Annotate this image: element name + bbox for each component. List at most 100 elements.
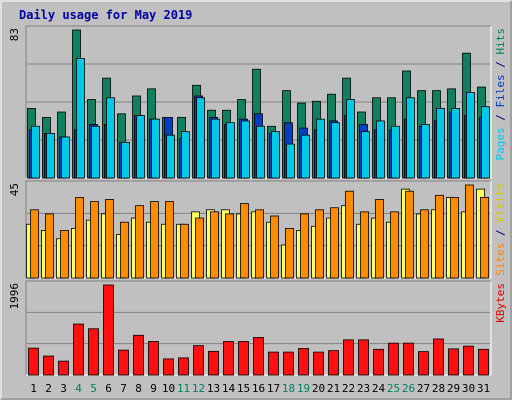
x-tick-label: 29	[447, 382, 460, 395]
bar-hits-pages	[376, 120, 385, 179]
bar-hits-pages	[271, 131, 280, 179]
bar-hits-pages	[466, 92, 475, 179]
legend-hits: Pages / Files / Hits	[494, 28, 507, 161]
legend-item: KBytes	[494, 283, 507, 323]
bar-hits-pages	[421, 124, 430, 179]
bar-visits-sites	[270, 215, 279, 279]
bar-visits-sites	[345, 190, 354, 279]
bar-hits-pages	[61, 136, 70, 179]
x-tick-label: 16	[252, 382, 265, 395]
bar-hits-pages	[226, 122, 235, 179]
x-tick-label: 27	[417, 382, 430, 395]
bar-visits-sites	[330, 207, 339, 279]
x-tick-label: 19	[297, 382, 310, 395]
bar-visits-sites	[45, 213, 54, 279]
x-tick-label: 1	[30, 382, 37, 395]
x-tick-label: 20	[312, 382, 325, 395]
x-tick-label: 11	[177, 382, 190, 395]
bar-hits-pages	[91, 125, 100, 179]
x-tick-label: 26	[402, 382, 415, 395]
bar-kbytes-kbytes	[418, 351, 429, 376]
bar-hits-pages	[166, 134, 175, 179]
plot-bevel-dark	[25, 25, 491, 178]
bar-kbytes-kbytes	[463, 345, 474, 376]
x-tick-label: 14	[222, 382, 236, 395]
bar-hits-pages	[256, 125, 265, 179]
bar-hits-pages	[211, 118, 220, 179]
x-tick-label: 21	[327, 382, 340, 395]
x-tick-label: 12	[192, 382, 205, 395]
bar-visits-sites	[420, 209, 429, 279]
bar-kbytes-kbytes	[433, 338, 444, 376]
panel-visits: 45 Sites / Visits	[8, 180, 507, 279]
bar-kbytes-kbytes	[253, 337, 264, 376]
bar-kbytes-kbytes	[268, 351, 279, 376]
bar-kbytes-kbytes	[283, 351, 294, 376]
bar-hits-pages	[451, 108, 460, 179]
plot-bevel-dark	[25, 280, 491, 375]
bar-hits-pages	[196, 97, 205, 179]
bar-visits-sites	[480, 196, 489, 279]
bar-visits-sites	[105, 199, 114, 279]
bar-hits-pages	[181, 131, 190, 179]
bar-visits-sites	[405, 190, 414, 279]
bar-kbytes-kbytes	[328, 350, 339, 376]
x-tick-label: 17	[267, 382, 280, 395]
bar-kbytes-kbytes	[448, 348, 459, 376]
legend-item: /	[494, 108, 507, 128]
bar-visits-sites	[135, 205, 144, 279]
bar-visits-sites	[375, 199, 384, 279]
x-tick-label: 2	[45, 382, 52, 395]
x-tick-label: 31	[477, 382, 490, 395]
bar-kbytes-kbytes	[313, 351, 324, 376]
legend-visits: Sites / Visits	[494, 183, 507, 276]
legend-item: Hits	[494, 28, 507, 55]
bar-hits-pages	[316, 118, 325, 179]
x-tick-label: 24	[372, 382, 386, 395]
plot-bevel-dark	[25, 180, 491, 278]
bar-kbytes-kbytes	[58, 360, 69, 376]
bar-kbytes-kbytes	[88, 328, 99, 376]
legend-item: Sites	[494, 243, 507, 276]
bar-hits-pages	[31, 125, 40, 179]
bar-visits-sites	[255, 209, 264, 279]
bar-kbytes-kbytes	[148, 341, 159, 376]
bar-kbytes-kbytes	[478, 348, 489, 376]
bar-kbytes-kbytes	[343, 339, 354, 376]
bar-hits-pages	[331, 122, 340, 179]
x-tick-label: 28	[432, 382, 445, 395]
bar-hits-pages	[361, 131, 370, 179]
x-tick-label: 8	[135, 382, 142, 395]
x-tick-label: 18	[282, 382, 295, 395]
bar-hits-pages	[346, 99, 355, 179]
x-tick-label: 25	[387, 382, 400, 395]
y-max-label-visits: 45	[8, 183, 21, 196]
x-tick-label: 30	[462, 382, 475, 395]
bar-visits-sites	[195, 217, 204, 279]
bar-visits-sites	[210, 211, 219, 279]
legend-item: /	[494, 223, 507, 243]
bar-kbytes-kbytes	[103, 284, 114, 376]
x-tick-label: 5	[90, 382, 97, 395]
bar-kbytes-kbytes	[223, 341, 234, 376]
bar-visits-sites	[450, 196, 459, 279]
legend-item: Pages	[494, 127, 507, 160]
bar-kbytes-kbytes	[403, 342, 414, 376]
x-tick-label: 6	[105, 382, 112, 395]
x-tick-label: 13	[207, 382, 220, 395]
bar-hits-pages	[151, 118, 160, 179]
bar-visits-sites	[120, 221, 129, 279]
y-max-label-hits: 83	[8, 28, 21, 41]
bar-hits-pages	[121, 141, 130, 179]
x-tick-label: 22	[342, 382, 355, 395]
bar-visits-sites	[390, 211, 399, 279]
x-tick-label: 23	[357, 382, 370, 395]
bar-kbytes-kbytes	[193, 345, 204, 376]
bar-visits-sites	[300, 213, 309, 279]
bar-kbytes-kbytes	[208, 350, 219, 376]
bar-kbytes-kbytes	[118, 349, 129, 376]
bar-visits-sites	[90, 201, 99, 279]
legend-kbytes: KBytes	[494, 283, 507, 323]
